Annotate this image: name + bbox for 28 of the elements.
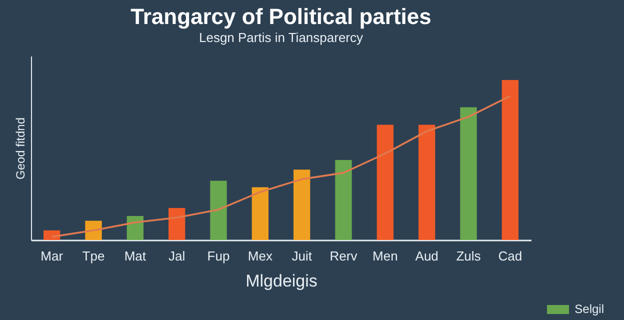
x-tick-label: Fup bbox=[207, 248, 230, 264]
bar bbox=[376, 124, 394, 240]
bar bbox=[418, 124, 436, 240]
bar bbox=[126, 216, 144, 240]
bar bbox=[294, 170, 310, 240]
x-tick-label: Zuls bbox=[456, 248, 482, 264]
bar bbox=[252, 187, 268, 240]
x-tick-label: Tpe bbox=[82, 248, 105, 264]
x-tick-label: Jal bbox=[168, 248, 186, 264]
x-tick-label: Mar bbox=[40, 248, 64, 264]
x-tick-label: Juit bbox=[292, 248, 312, 264]
x-tick-label: Aud bbox=[415, 248, 438, 264]
x-tick-label: Mex bbox=[248, 248, 273, 264]
bar bbox=[460, 107, 477, 240]
bar bbox=[85, 220, 102, 240]
legend-label: Selgil bbox=[574, 302, 604, 316]
y-axis-title: Geod fitdnd bbox=[14, 117, 28, 180]
chart-title: Trangarcy of Political parties bbox=[130, 4, 432, 29]
x-tick-label: Rerv bbox=[330, 248, 358, 264]
chart-subtitle: Lesgn Partis in Tiansparercy bbox=[198, 30, 364, 45]
x-tick-label: Men bbox=[372, 248, 398, 264]
bar bbox=[168, 208, 186, 240]
bar bbox=[335, 160, 352, 240]
bar bbox=[502, 80, 518, 240]
x-tick-label: Mat bbox=[124, 248, 146, 264]
x-tick-label: Cad bbox=[498, 248, 522, 264]
x-axis-title: Mlgdeigis bbox=[246, 272, 318, 290]
bar bbox=[210, 180, 227, 240]
